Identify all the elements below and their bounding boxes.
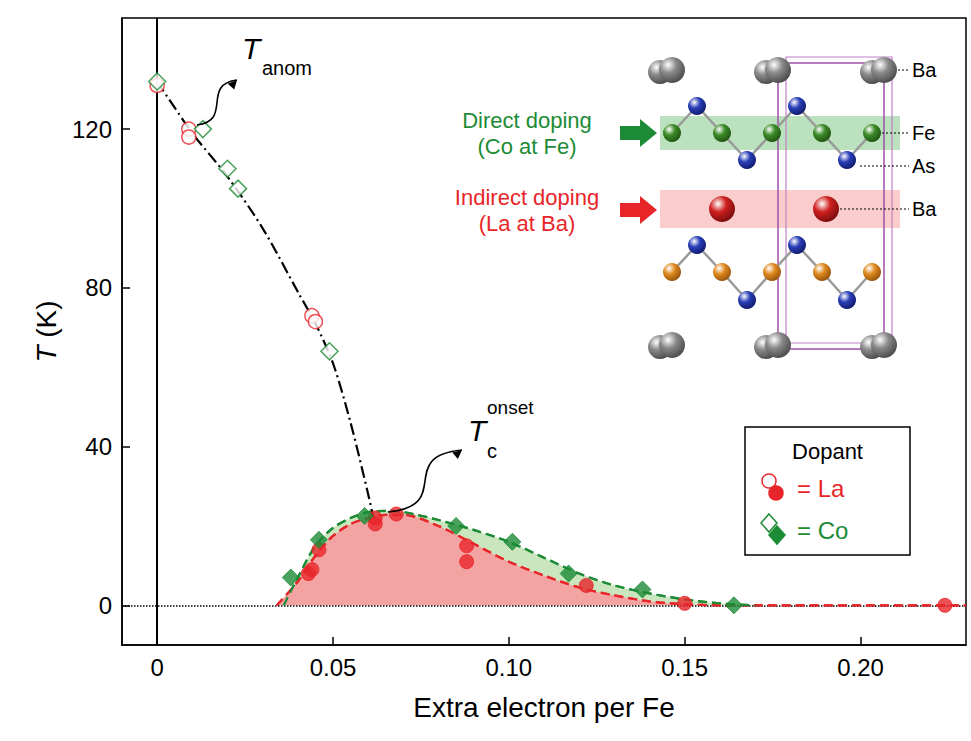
svg-text:T: T xyxy=(468,414,489,447)
svg-text:Dopant: Dopant xyxy=(792,439,863,464)
svg-text:0.20: 0.20 xyxy=(837,654,884,681)
svg-text:T: T xyxy=(242,32,263,65)
svg-text:0.15: 0.15 xyxy=(661,654,708,681)
svg-text:120: 120 xyxy=(72,116,112,143)
svg-text:0: 0 xyxy=(150,654,163,681)
svg-text:Fe: Fe xyxy=(912,122,935,144)
svg-text:anom: anom xyxy=(262,57,312,79)
svg-text:T: T xyxy=(30,345,62,363)
svg-text:c: c xyxy=(487,440,497,462)
svg-text:As: As xyxy=(912,155,935,177)
svg-text:Ba: Ba xyxy=(912,59,937,81)
svg-text:Extra electron per Fe: Extra electron per Fe xyxy=(413,692,674,723)
svg-text:80: 80 xyxy=(85,274,112,301)
svg-text:Direct doping: Direct doping xyxy=(462,108,592,133)
svg-text:(K): (K) xyxy=(31,300,62,345)
svg-text:onset: onset xyxy=(487,397,534,418)
svg-text:(La at Ba): (La at Ba) xyxy=(479,211,576,236)
svg-text:0.05: 0.05 xyxy=(310,654,357,681)
svg-text:= Co: = Co xyxy=(797,517,848,544)
svg-text:(Co at Fe): (Co at Fe) xyxy=(477,134,576,159)
svg-text:= La: = La xyxy=(797,475,845,502)
svg-text:Ba: Ba xyxy=(912,198,937,220)
svg-text:40: 40 xyxy=(85,433,112,460)
svg-text:0.10: 0.10 xyxy=(485,654,532,681)
svg-text:0: 0 xyxy=(99,592,112,619)
svg-text:Indirect doping: Indirect doping xyxy=(455,185,599,210)
